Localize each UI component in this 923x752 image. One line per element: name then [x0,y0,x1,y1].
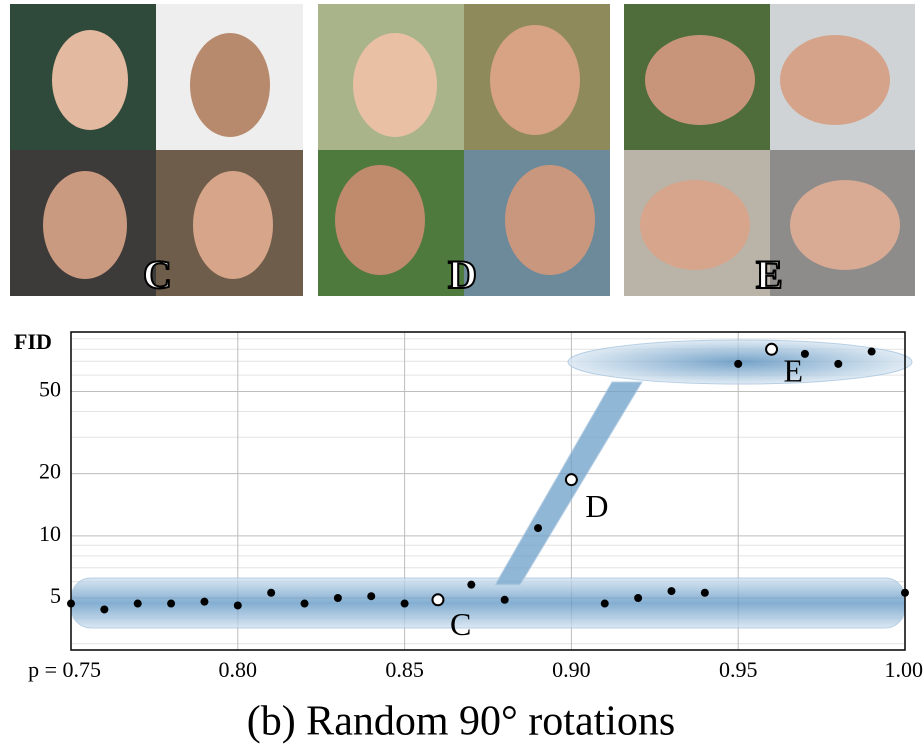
y-tick-label: 5 [50,583,61,608]
point [400,599,409,608]
point-annotation: D [585,488,608,524]
point [333,593,342,602]
y-tick-label: 20 [39,459,61,484]
point [67,599,75,608]
point [901,588,909,597]
x-tick-label: 0.80 [219,657,258,682]
point [634,593,643,602]
highlight-point [765,342,779,356]
x-tick-label: 0.85 [385,657,424,682]
point [700,588,709,597]
point [600,599,609,608]
point [467,580,476,589]
point [867,347,876,356]
point [100,605,109,614]
point-annotation: C [450,606,471,642]
point [734,359,743,368]
panel-label: C [143,252,172,297]
point [800,349,809,358]
point-annotation: E [784,353,804,389]
point [667,587,676,596]
point [534,524,543,533]
point [267,588,276,597]
y-axis-label: FID [14,329,52,354]
plot-frame [70,331,906,651]
panel-label: D [448,252,477,297]
panel-label: E [756,252,783,297]
point [834,359,843,368]
x-tick-label: 0.90 [552,657,591,682]
x-tick-label: 0.95 [719,657,758,682]
panel: E [624,4,915,298]
y-tick-label: 50 [39,376,61,401]
highlight-point [564,473,578,487]
x-tick-label: 1.00 [885,657,923,682]
caption: (b) Random 90° rotations [247,699,676,745]
y-tick-label: 10 [39,521,61,546]
point [500,595,509,604]
point [367,592,376,601]
point [300,599,309,608]
face-panels: C D E [10,4,915,298]
point [133,599,142,608]
point [200,597,209,606]
panel: C [10,4,303,298]
panel: D [318,4,610,298]
highlight-point [431,593,445,607]
point [167,599,176,608]
plot-area: FID (b) Random 90° rotations [14,329,913,745]
point [233,601,242,610]
x-tick-label: p = 0.75 [28,657,101,682]
